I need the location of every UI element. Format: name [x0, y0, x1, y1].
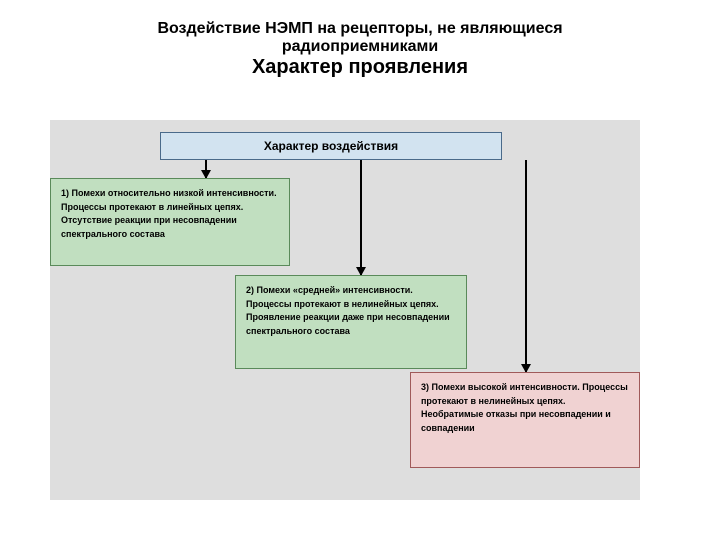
arrow-1 [205, 160, 207, 178]
box-1: 1) Помехи относительно низкой интенсивно… [50, 178, 290, 266]
diagram-area: Характер воздействия 1) Помехи относител… [50, 120, 640, 500]
arrow-2 [360, 160, 362, 275]
header-text: Характер воздействия [264, 139, 398, 153]
header-box: Характер воздействия [160, 132, 502, 160]
title-line-1: Воздействие НЭМП на рецепторы, не являющ… [0, 20, 720, 38]
title-line-2: радиоприемниками [0, 38, 720, 56]
box-2: 2) Помехи «средней» интенсивности. Проце… [235, 275, 467, 369]
title-line-3: Характер проявления [0, 56, 720, 79]
box-3: 3) Помехи высокой интенсивности. Процесс… [410, 372, 640, 468]
title-area: Воздействие НЭМП на рецепторы, не являющ… [0, 0, 720, 89]
arrow-3 [525, 160, 527, 372]
